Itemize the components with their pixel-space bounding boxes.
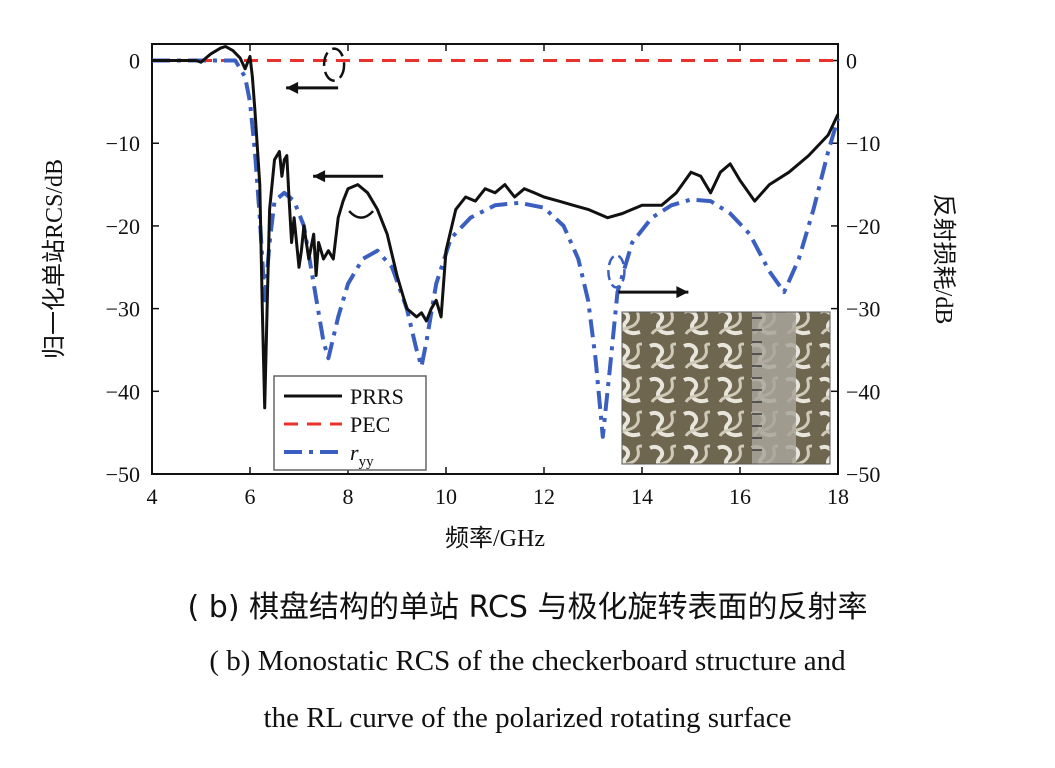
y-axis-title-left: 归一化单站RCS/dB [41, 159, 68, 359]
y-axis-title-right: 反射损耗/dB [930, 194, 957, 325]
x-tick-label: 18 [827, 484, 849, 509]
ryy-axis-arrow-head [676, 286, 689, 299]
y-tick-label-left: −40 [106, 379, 140, 404]
inset-photo [622, 312, 830, 464]
inset-ruler [752, 312, 796, 464]
prrs-axis-arrow-head [313, 170, 326, 183]
series-line-ryy [152, 58, 840, 439]
inset-photo-border [621, 311, 831, 465]
chart: 4 6 8 10 12 14 16 18 0 0 −10 −10 −20 −20 −30 −30 −40 −40 −… [41, 43, 957, 552]
y-tick-label-left: −50 [106, 462, 140, 487]
y-tick-label-right: −20 [846, 214, 880, 239]
x-tick-label: 4 [147, 484, 158, 509]
y-tick-label-right: −40 [846, 379, 880, 404]
x-tick-label: 10 [435, 484, 457, 509]
series-line-prrs [152, 45, 840, 410]
y-tick-label-left: −20 [106, 214, 140, 239]
y-tick-label-left: 0 [129, 49, 140, 74]
y-tick-label-right: −30 [846, 297, 880, 322]
plot-frame [151, 43, 839, 475]
caption-english-line-2: the RL curve of the polarized rotating s… [263, 702, 792, 734]
y-tick-label-right: 0 [846, 49, 857, 74]
x-tick-label: 8 [343, 484, 354, 509]
x-tick-label: 12 [533, 484, 555, 509]
pec-axis-arrow-head [286, 81, 299, 94]
y-tick-label-right: −10 [846, 131, 880, 156]
legend-box [273, 375, 427, 471]
y-tick-label-right: −50 [846, 462, 880, 487]
caption-english-line-1: ( b) Monostatic RCS of the checkerboard … [209, 645, 846, 677]
y-tick-label-left: −10 [106, 131, 140, 156]
pec-series-marker [322, 47, 346, 82]
y-tick-label-left: −30 [106, 297, 140, 322]
x-tick-label: 16 [729, 484, 751, 509]
ryy-series-marker [607, 254, 626, 289]
legend-label-pec: PEC [350, 412, 390, 437]
x-tick-label: 14 [631, 484, 653, 509]
x-axis-title: 频率/GHz [445, 525, 545, 552]
caption-chinese: ( b) 棋盘结构的单站 RCS 与极化旋转表面的反射率 [187, 590, 868, 625]
prrs-series-marker [348, 210, 375, 219]
legend-label-prrs: PRRS [350, 384, 404, 409]
legend-label-ryy: ryy [350, 440, 374, 470]
x-tick-label: 6 [245, 484, 256, 509]
